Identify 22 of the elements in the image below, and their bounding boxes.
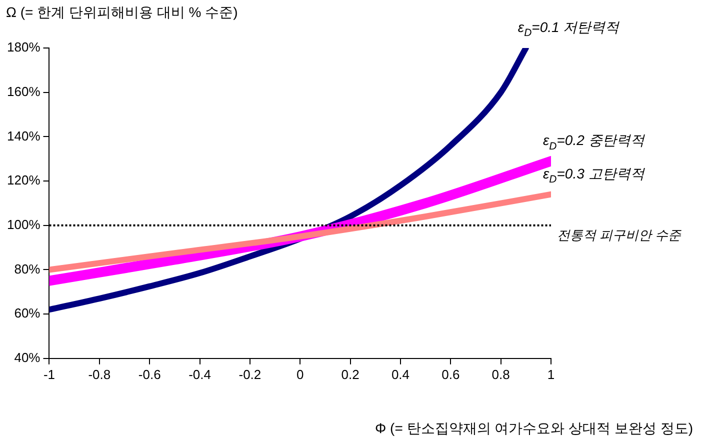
y-tick-label: 40% — [14, 350, 41, 365]
x-tick-label: -0.8 — [88, 366, 111, 382]
x-tick-label: 0.6 — [442, 366, 460, 382]
x-tick-label: 1 — [547, 366, 555, 382]
x-tick-label: 0 — [296, 366, 304, 382]
x-tick-label: 0.2 — [341, 366, 360, 382]
y-tick-label: 160% — [7, 84, 41, 99]
y-tick-label: 100% — [7, 216, 41, 232]
y-axis-title: Ω (= 한계 단위피해비용 대비 % 수준) — [6, 4, 238, 22]
x-tick-label: 0.8 — [492, 366, 510, 382]
x-tick-label: -1 — [43, 366, 56, 382]
x-tick-label: -0.6 — [138, 366, 161, 382]
y-tick-label: 180% — [7, 40, 41, 55]
x-tick-label: 0.4 — [391, 366, 410, 382]
y-tick-label: 80% — [14, 261, 41, 276]
x-tick-label: -0.4 — [188, 366, 211, 382]
x-tick-label: -0.2 — [238, 366, 262, 382]
ref-line-label: 전통적 피구비안 수준 — [557, 227, 682, 242]
y-tick-label: 60% — [14, 306, 41, 321]
x-axis-title: Φ (= 탄소집약재의 여가수요와 상대적 보완성 정도) — [374, 420, 693, 438]
y-tick-label: 140% — [7, 128, 41, 144]
y-tick-label: 120% — [7, 172, 41, 188]
